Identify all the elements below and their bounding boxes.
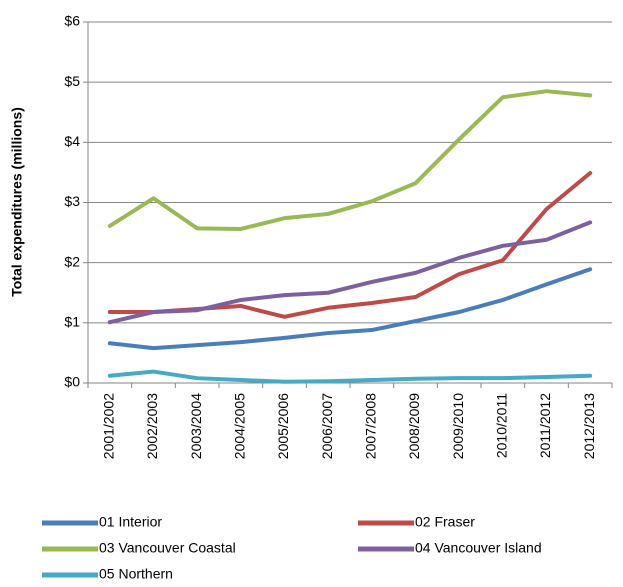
series-line (107, 220, 593, 325)
x-tick-label: 2011/2012 (537, 393, 553, 458)
x-tick-label: 2004/2005 (232, 393, 248, 459)
legend-label: 05 Northern (99, 566, 173, 582)
y-axis-label: Total expenditures (millions) (9, 107, 25, 297)
x-tick-label: 2012/2013 (581, 393, 597, 459)
y-tick-label: $4 (64, 133, 80, 149)
series-line (107, 89, 593, 231)
x-tick-label: 2002/2003 (144, 393, 160, 459)
y-tick-label: $2 (64, 253, 80, 269)
x-tick-label: 2007/2008 (363, 393, 379, 459)
x-tick-label: 2010/2011 (494, 393, 510, 458)
x-tick-label: 2003/2004 (188, 393, 204, 459)
legend-label: 02 Fraser (415, 514, 475, 530)
series-line (107, 369, 593, 384)
x-tick-label: 2005/2006 (275, 393, 291, 459)
series-line (107, 267, 593, 351)
legend-label: 03 Vancouver Coastal (99, 540, 236, 556)
x-tick-label: 2008/2009 (406, 393, 422, 459)
legend-label: 01 Interior (99, 514, 162, 530)
y-tick-label: $1 (64, 314, 80, 330)
y-tick-label: $5 (64, 73, 80, 89)
y-tick-label: $3 (64, 193, 80, 209)
x-tick-label: 2006/2007 (319, 393, 335, 459)
x-tick-label: 2009/2010 (450, 393, 466, 459)
y-tick-label: $6 (64, 13, 80, 29)
y-tick-label: $0 (64, 374, 80, 390)
x-tick-label: 2001/2002 (101, 393, 117, 459)
legend-label: 04 Vancouver Island (415, 540, 542, 556)
